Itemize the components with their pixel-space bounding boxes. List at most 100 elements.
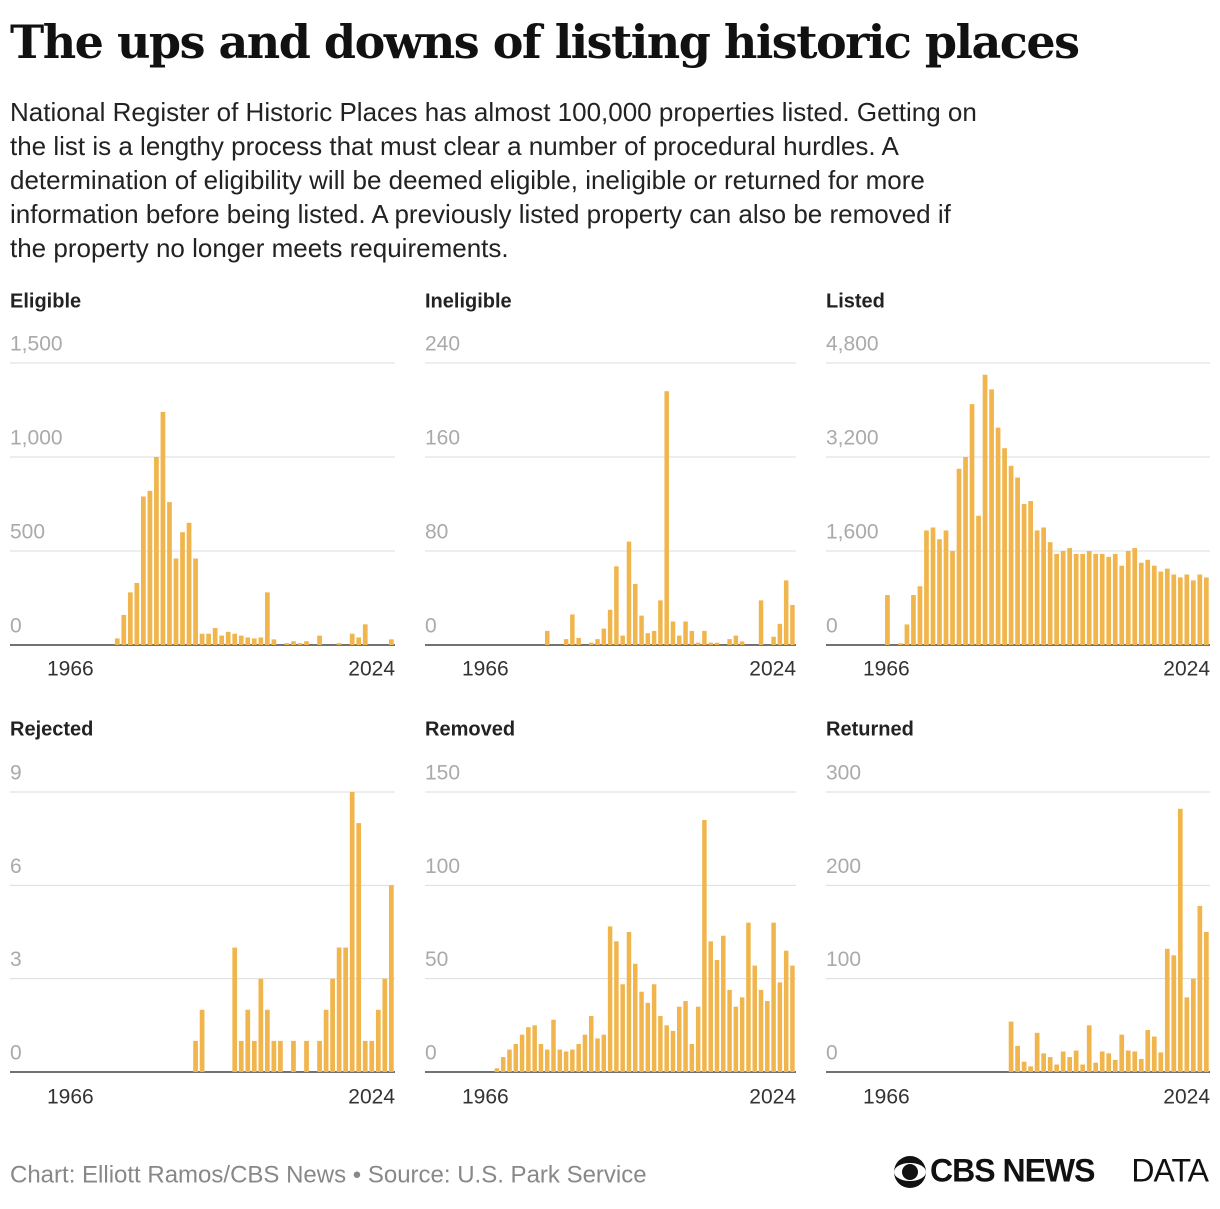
- bar: [362, 1040, 368, 1072]
- bar: [388, 885, 394, 1072]
- bar: [317, 1040, 322, 1072]
- bar: [1002, 448, 1007, 645]
- bar: [154, 457, 159, 645]
- bar: [620, 635, 625, 645]
- bar: [607, 609, 613, 645]
- y-tick-label: 9: [10, 762, 22, 785]
- bar: [1086, 1025, 1092, 1072]
- bar: [1138, 1058, 1144, 1072]
- y-tick-label: 1,500: [10, 333, 63, 356]
- bar: [695, 642, 701, 645]
- bar: [677, 1006, 682, 1072]
- bar: [330, 978, 335, 1072]
- y-tick-label: 1,600: [826, 521, 879, 544]
- bar: [633, 583, 638, 645]
- bar: [1060, 1051, 1066, 1072]
- bar: [1151, 1036, 1157, 1072]
- x-tick-label: 2024: [749, 658, 796, 681]
- bar: [494, 1068, 500, 1072]
- bar: [1028, 1066, 1033, 1072]
- bar: [1177, 808, 1183, 1072]
- x-tick-label: 2024: [749, 1086, 796, 1109]
- panel-title: Rejected: [10, 718, 93, 740]
- bar: [513, 1044, 519, 1072]
- bar: [1106, 1053, 1112, 1072]
- bar: [1054, 553, 1060, 645]
- bar: [264, 592, 270, 645]
- bar: [689, 1044, 695, 1072]
- bar: [664, 1025, 669, 1072]
- subtitle: the list is a lengthy process that must …: [10, 131, 899, 161]
- y-tick-label: 80: [425, 521, 448, 544]
- bar: [271, 639, 277, 645]
- bar: [898, 643, 903, 645]
- bar: [677, 635, 682, 645]
- bar: [582, 1034, 588, 1072]
- bar: [1158, 1052, 1164, 1072]
- bar: [1119, 1034, 1125, 1072]
- y-tick-label: 3: [10, 948, 22, 971]
- bar: [576, 1044, 581, 1072]
- bar: [601, 628, 607, 645]
- panel-title: Eligible: [10, 290, 81, 312]
- bar: [588, 1016, 594, 1072]
- y-tick-label: 0: [10, 615, 22, 638]
- bar: [1171, 955, 1177, 1072]
- bar: [885, 595, 890, 645]
- bar: [526, 1027, 531, 1072]
- x-tick-label: 1966: [863, 1086, 910, 1109]
- y-tick-label: 150: [425, 762, 460, 785]
- bar: [588, 642, 594, 645]
- y-tick-label: 240: [425, 333, 460, 356]
- panel-title: Ineligible: [425, 290, 512, 312]
- panel-title: Removed: [425, 718, 515, 740]
- bar: [670, 621, 676, 645]
- bar: [1197, 574, 1203, 645]
- bar: [790, 965, 795, 1072]
- bar: [544, 1049, 550, 1072]
- y-tick-label: 500: [10, 521, 45, 544]
- bar: [1112, 553, 1118, 645]
- y-tick-label: 300: [826, 762, 861, 785]
- y-tick-label: 6: [10, 855, 22, 878]
- bar: [1099, 553, 1105, 645]
- bar: [1106, 556, 1112, 645]
- bar: [1177, 577, 1183, 645]
- bar: [388, 639, 394, 645]
- subtitle: National Register of Historic Places has…: [10, 97, 977, 127]
- bar: [982, 374, 988, 645]
- bar: [375, 1009, 381, 1072]
- x-tick-label: 2024: [348, 1086, 395, 1109]
- bar: [1073, 1050, 1079, 1072]
- bar: [727, 989, 732, 1072]
- bar: [1190, 978, 1196, 1072]
- bar: [1034, 530, 1040, 645]
- bar: [1086, 551, 1092, 645]
- bar: [251, 638, 257, 645]
- bar: [356, 823, 362, 1072]
- bar: [193, 558, 198, 645]
- bar: [1008, 465, 1014, 645]
- bar: [670, 1030, 676, 1072]
- y-tick-label: 0: [10, 1042, 22, 1065]
- bar: [167, 502, 172, 645]
- bar: [683, 621, 688, 645]
- y-tick-label: 100: [425, 855, 460, 878]
- bar: [1008, 1021, 1014, 1072]
- x-tick-label: 1966: [462, 658, 509, 681]
- bar: [245, 637, 251, 645]
- y-tick-label: 0: [826, 615, 838, 638]
- bar: [1080, 1064, 1086, 1072]
- bar: [557, 1049, 563, 1072]
- bar: [225, 631, 231, 645]
- bar: [551, 1019, 556, 1072]
- bar: [1015, 477, 1020, 645]
- bar: [278, 1040, 283, 1072]
- bar: [576, 637, 581, 645]
- bar: [297, 643, 303, 645]
- bar: [193, 1040, 198, 1072]
- bar: [639, 991, 644, 1072]
- bar: [607, 926, 613, 1072]
- bar: [1145, 559, 1151, 645]
- bar: [645, 1002, 651, 1072]
